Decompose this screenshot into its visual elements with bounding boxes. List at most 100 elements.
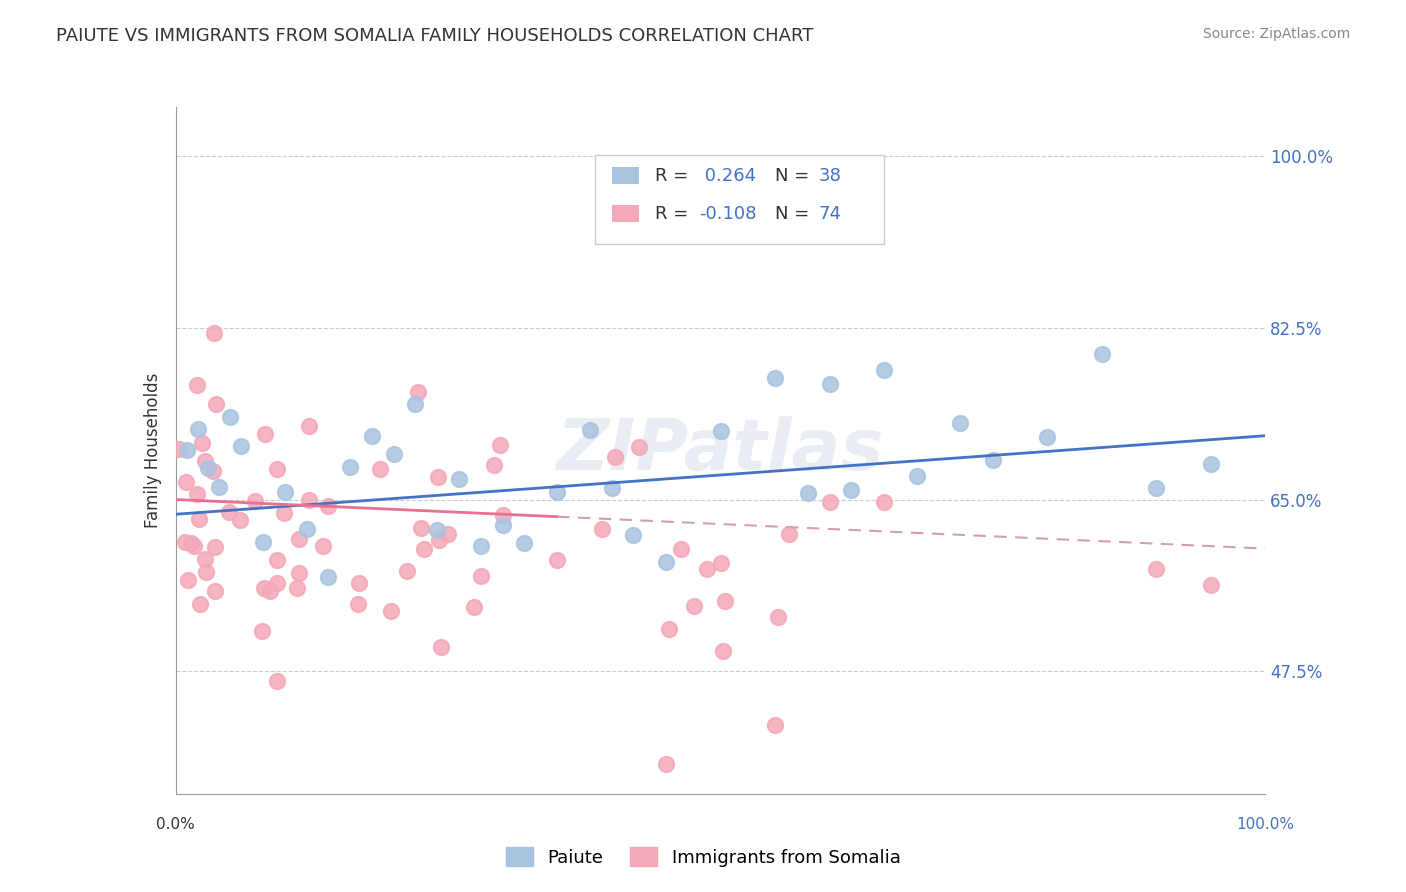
Point: [208, 479, 231, 493]
Point: [254, 427, 277, 442]
Point: [177, 573, 200, 587]
Point: [266, 673, 288, 688]
Point: [194, 566, 217, 580]
FancyBboxPatch shape: [612, 167, 638, 185]
Text: 38: 38: [818, 167, 842, 185]
Point: [252, 624, 274, 638]
Text: -0.108: -0.108: [699, 204, 756, 222]
Point: [437, 527, 460, 541]
Point: [298, 492, 321, 507]
Point: [513, 536, 536, 550]
Point: [180, 536, 202, 550]
Point: [191, 436, 214, 450]
Point: [339, 460, 361, 475]
Point: [591, 522, 613, 536]
Point: [318, 570, 340, 584]
Point: [655, 757, 678, 772]
Point: [627, 440, 650, 454]
Point: [658, 622, 681, 636]
Point: [603, 450, 626, 464]
Point: [288, 532, 311, 546]
Point: [382, 447, 405, 461]
Text: R =: R =: [655, 167, 695, 185]
Point: [621, 528, 644, 542]
Point: [470, 539, 492, 553]
Point: [253, 581, 276, 595]
Point: [949, 417, 972, 431]
Point: [430, 640, 453, 655]
Point: [187, 512, 209, 526]
Point: [546, 553, 568, 567]
Point: [1146, 562, 1168, 576]
Point: [411, 521, 433, 535]
Point: [1091, 347, 1114, 361]
Point: [818, 495, 841, 509]
Point: [1199, 577, 1222, 591]
Point: [204, 583, 226, 598]
Point: [710, 424, 733, 438]
Point: [205, 397, 228, 411]
FancyBboxPatch shape: [595, 155, 884, 244]
Point: [696, 562, 718, 576]
Point: [347, 597, 370, 611]
Text: PAIUTE VS IMMIGRANTS FROM SOMALIA FAMILY HOUSEHOLDS CORRELATION CHART: PAIUTE VS IMMIGRANTS FROM SOMALIA FAMILY…: [56, 27, 814, 45]
FancyBboxPatch shape: [612, 205, 638, 222]
Point: [252, 535, 274, 549]
Point: [188, 597, 211, 611]
Point: [202, 464, 225, 478]
Point: [763, 371, 786, 385]
Point: [405, 397, 427, 411]
Point: [763, 718, 786, 732]
Point: [447, 472, 470, 486]
Point: [219, 410, 242, 425]
Text: N =: N =: [775, 204, 815, 222]
Point: [266, 462, 288, 476]
Point: [395, 564, 418, 578]
Point: [288, 566, 311, 580]
Point: [229, 512, 252, 526]
Point: [710, 556, 733, 570]
Point: [841, 483, 863, 497]
Point: [711, 643, 734, 657]
Point: [413, 542, 436, 557]
Text: N =: N =: [775, 167, 815, 185]
Point: [463, 599, 485, 614]
Point: [194, 454, 217, 468]
Point: [316, 499, 339, 513]
Text: Source: ZipAtlas.com: Source: ZipAtlas.com: [1202, 27, 1350, 41]
Point: [183, 539, 205, 553]
Point: [361, 429, 384, 443]
Point: [1199, 457, 1222, 471]
Point: [285, 582, 308, 596]
Point: [273, 506, 295, 520]
Point: [489, 438, 512, 452]
Point: [600, 481, 623, 495]
Point: [274, 484, 297, 499]
Point: [492, 508, 515, 522]
Point: [186, 378, 208, 392]
Point: [714, 593, 737, 607]
Point: [295, 522, 318, 536]
Point: [655, 555, 678, 569]
Point: [492, 518, 515, 533]
Text: 0.0%: 0.0%: [156, 816, 195, 831]
Point: [186, 487, 208, 501]
Y-axis label: Family Households: Family Households: [143, 373, 162, 528]
Point: [683, 599, 706, 614]
Point: [669, 541, 692, 556]
Point: [312, 539, 335, 553]
Point: [266, 576, 288, 591]
Text: 100.0%: 100.0%: [1236, 816, 1295, 831]
Point: [186, 422, 209, 436]
Point: [174, 475, 197, 489]
Point: [174, 534, 197, 549]
Text: R =: R =: [655, 204, 695, 222]
Point: [368, 462, 391, 476]
Point: [231, 439, 253, 453]
Text: ZIPatlas: ZIPatlas: [557, 416, 884, 485]
Point: [298, 419, 321, 434]
Point: [766, 610, 789, 624]
Point: [981, 453, 1004, 467]
Point: [873, 363, 896, 377]
Point: [1036, 430, 1059, 444]
